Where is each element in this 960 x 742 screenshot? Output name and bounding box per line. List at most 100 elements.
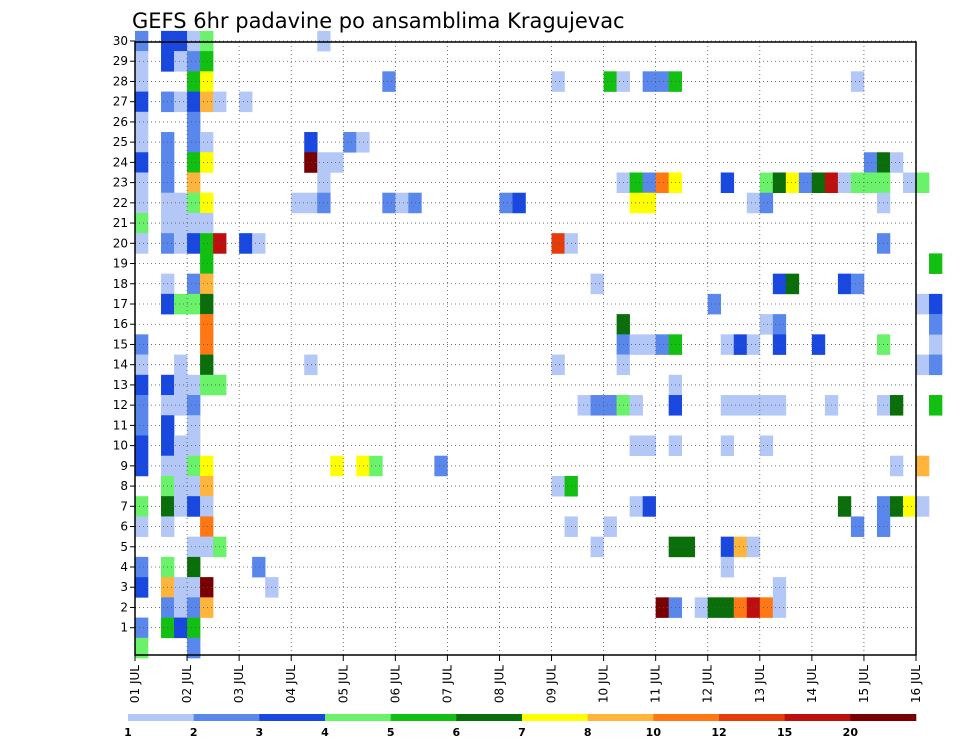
precip-cell <box>759 395 774 416</box>
precip-cell <box>382 192 396 214</box>
precip-cell <box>759 192 774 214</box>
precip-cell <box>356 455 370 477</box>
x-tick-label: 08 JUL <box>492 665 506 703</box>
precip-cell <box>200 455 214 477</box>
precip-cell <box>200 577 214 598</box>
y-tick-label: 17 <box>113 297 128 311</box>
precip-cell <box>252 233 266 254</box>
precip-cell <box>551 233 565 254</box>
precip-cell <box>785 172 800 194</box>
precip-cell <box>187 71 201 92</box>
colorbar-label: 7 <box>518 726 526 739</box>
colorbar-label: 3 <box>256 726 264 739</box>
precip-cell <box>629 172 643 194</box>
precip-cell <box>330 152 344 173</box>
precip-cell <box>135 617 149 639</box>
precip-cell <box>642 172 656 194</box>
precip-cell <box>200 71 214 92</box>
precip-cell <box>135 395 149 416</box>
precip-cell <box>733 334 748 355</box>
precip-cell <box>187 556 201 578</box>
y-tick-label: 13 <box>113 378 128 392</box>
x-tick-label: 10 JUL <box>597 665 611 703</box>
precip-cell <box>187 496 201 517</box>
precip-cell <box>200 354 214 376</box>
x-tick-label: 09 JUL <box>545 665 559 703</box>
precip-cell <box>200 152 214 173</box>
precip-cell <box>174 212 188 234</box>
x-tick-label: 16 JUL <box>909 665 923 703</box>
precip-cell <box>642 334 656 355</box>
precip-cell <box>929 314 943 335</box>
colorbar-swatch <box>653 714 720 721</box>
y-tick-label: 23 <box>113 176 128 190</box>
precip-cell <box>135 212 149 234</box>
precip-cell <box>889 152 904 173</box>
precip-cell <box>629 496 643 517</box>
precip-cell <box>590 536 604 558</box>
precip-cell <box>811 172 826 194</box>
precip-cell <box>746 536 761 558</box>
precip-cell <box>837 172 852 194</box>
precip-cell <box>135 152 149 173</box>
precip-cell <box>174 617 188 639</box>
colorbar-label: 1 <box>124 726 132 739</box>
plot-frame <box>134 41 917 656</box>
precip-cell <box>785 273 800 295</box>
precip-cell <box>850 172 865 194</box>
y-tick-label: 10 <box>113 439 128 453</box>
precip-cell <box>187 192 201 214</box>
x-tick-label: 07 JUL <box>440 665 454 703</box>
precip-cell <box>187 617 201 639</box>
precip-cell <box>759 172 774 194</box>
precip-cell <box>174 496 188 517</box>
precip-cell <box>382 71 396 92</box>
precip-cell <box>135 435 149 457</box>
precip-cell <box>187 293 201 315</box>
y-tick-label: 19 <box>113 257 128 271</box>
precip-cell <box>135 30 149 52</box>
y-tick-label: 6 <box>120 520 128 534</box>
precip-cell <box>863 152 878 173</box>
precip-cell <box>590 395 604 416</box>
y-tick-label: 21 <box>113 216 128 230</box>
colorbar-label: 20 <box>843 726 859 739</box>
precip-cell <box>200 536 214 558</box>
colorbar-swatch <box>587 714 654 721</box>
precip-cell <box>200 314 214 335</box>
precip-cell <box>135 233 149 254</box>
precip-cell <box>174 577 188 598</box>
x-tick-label: 05 JUL <box>336 665 350 703</box>
colorbar-swatch <box>719 714 785 721</box>
precip-cell <box>239 233 253 254</box>
precip-cell <box>174 192 188 214</box>
precip-cell <box>200 334 214 355</box>
chart-title: GEFS 6hr padavine po ansamblima Kragujev… <box>132 9 625 33</box>
colorbar-swatch <box>850 714 917 721</box>
precip-cell <box>200 496 214 517</box>
precip-cell <box>902 496 917 517</box>
precip-cell <box>642 71 656 92</box>
precip-cell <box>850 516 865 537</box>
x-axis: 01 JUL 02 JUL 03 JUL 04 JUL 05 JUL 06 JUL 07 J… <box>128 655 923 703</box>
precip-cell <box>733 597 748 618</box>
x-tick-label: 14 JUL <box>805 665 819 703</box>
x-tick-label: 03 JUL <box>232 665 246 703</box>
y-tick-label: 26 <box>113 115 128 129</box>
precip-cell <box>916 293 930 315</box>
colorbar-label: 12 <box>711 726 726 739</box>
precip-cell <box>642 192 656 214</box>
precip-cell <box>200 374 214 396</box>
precip-cell <box>135 334 149 355</box>
precip-cell <box>187 455 201 477</box>
precip-cell <box>929 334 943 355</box>
precip-cell <box>135 496 149 517</box>
precip-cell <box>850 71 865 92</box>
precip-cell <box>916 172 930 194</box>
precip-cell <box>929 354 943 376</box>
precip-cell <box>590 273 604 295</box>
y-tick-label: 1 <box>120 621 128 635</box>
precip-cell <box>187 475 201 497</box>
precip-cell <box>200 233 214 254</box>
